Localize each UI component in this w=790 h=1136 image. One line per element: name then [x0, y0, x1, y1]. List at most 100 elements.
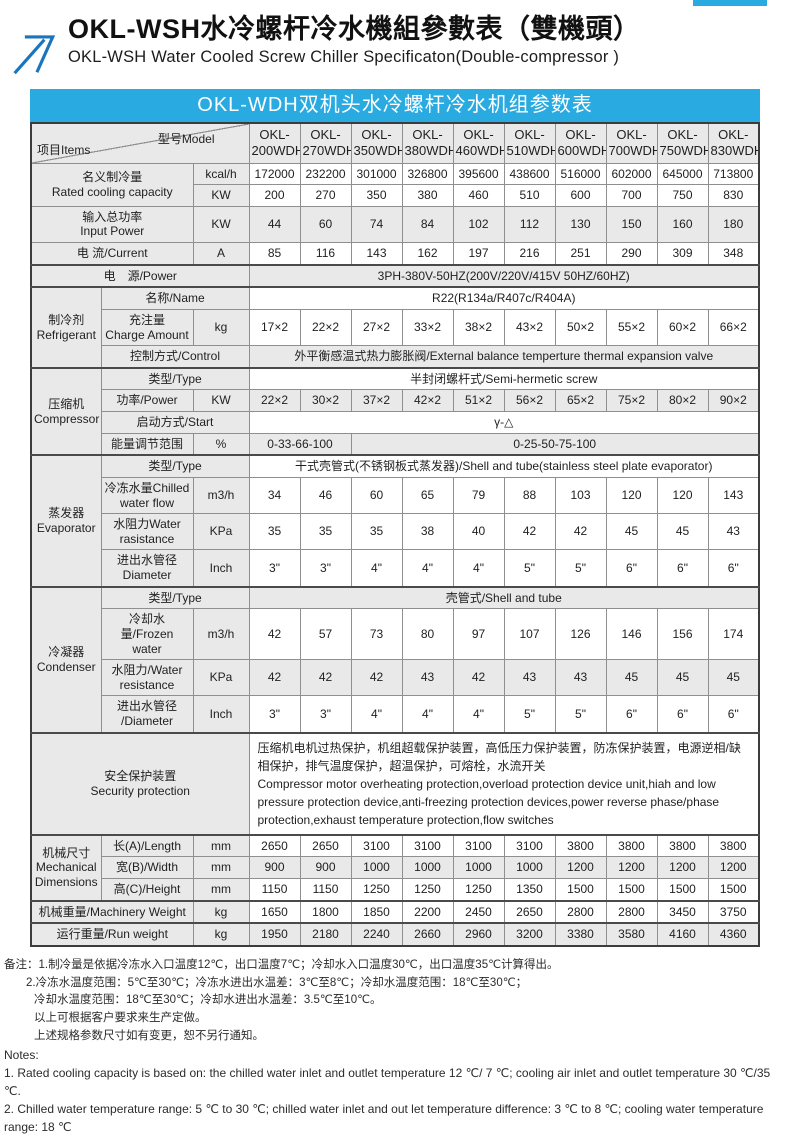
data-cell: 150 — [605, 205, 658, 244]
data-cell: 172000 — [248, 162, 301, 186]
data-cell: 46 — [299, 476, 352, 515]
data-cell: 5" — [503, 695, 556, 734]
data-cell: 4" — [350, 549, 403, 588]
data-cell: 4" — [452, 695, 505, 734]
unit-cell: % — [192, 432, 250, 456]
merged-value-cell: 0-33-66-100 — [248, 432, 352, 456]
data-cell: 22×2 — [248, 389, 301, 412]
items-model-corner-cell: 项目Items 型号Model — [30, 122, 250, 164]
data-cell: 1200 — [707, 856, 760, 879]
data-cell: 34 — [248, 476, 301, 515]
data-cell: 1000 — [350, 856, 403, 879]
data-cell: 102 — [452, 205, 505, 244]
data-cell: 900 — [299, 856, 352, 879]
data-cell: 438600 — [503, 162, 556, 186]
data-cell: 1500 — [554, 877, 607, 902]
current-row: 电 流/Current A 85 116 143 162 197 216 251 290 309 34… — [30, 241, 760, 266]
power-supply-row: 电 源/Power 3PH-380V-50HZ(200V/220V/415V 50… — [30, 263, 760, 288]
data-cell: 60 — [350, 476, 403, 515]
row-label-cell: 充注量 Charge Amount — [100, 308, 194, 347]
data-cell: 35 — [350, 513, 403, 551]
data-cell: 80×2 — [656, 389, 709, 412]
data-cell: 84 — [401, 205, 454, 244]
unit-cell: mm — [192, 833, 250, 858]
data-cell: 251 — [554, 241, 607, 266]
unit-cell: mm — [192, 877, 250, 902]
data-cell: 3450 — [656, 899, 709, 924]
model-header-cell: OKL- 200WDH — [248, 122, 301, 164]
data-cell: 301000 — [350, 162, 403, 186]
data-cell: 51×2 — [452, 389, 505, 412]
row-label-cell: 安全保护装置 Security protection — [30, 731, 250, 836]
unit-cell: KPa — [192, 659, 250, 697]
data-cell: 3380 — [554, 922, 607, 947]
compressor-power-row: 功率/Power KW 22×2 30×2 37×2 42×2 51×2 56×2 65×2 75… — [31, 389, 760, 412]
data-cell: 88 — [503, 476, 556, 515]
row-label-cell: 电 流/Current — [30, 241, 194, 266]
data-cell: 900 — [248, 856, 301, 879]
data-cell: 200 — [248, 184, 301, 207]
data-cell: 120 — [656, 476, 709, 515]
model-header-cell: OKL- 700WDH — [605, 122, 658, 164]
group-label-cell: 冷凝器 Condenser — [30, 585, 102, 734]
model-header-cell: OKL- 380WDH — [401, 122, 454, 164]
row-label-cell: 冷却水量/Frozen water — [100, 608, 194, 661]
data-cell: 3" — [248, 549, 301, 588]
data-cell: 107 — [503, 608, 556, 661]
data-cell: 197 — [452, 241, 505, 266]
row-label-cell: 运行重量/Run weight — [30, 922, 194, 947]
unit-cell: mm — [192, 856, 250, 879]
data-cell: 38 — [401, 513, 454, 551]
data-cell: 57 — [299, 608, 352, 661]
compressor-type-row: 压缩机 Compressor 类型/Type 半封闭螺杆式/Semi-hermeti… — [30, 366, 760, 456]
data-cell: 42 — [452, 659, 505, 697]
data-cell: 516000 — [554, 162, 607, 186]
data-cell: 80 — [401, 608, 454, 661]
data-cell: 460 — [452, 184, 505, 207]
row-label-cell: 高(C)/Height — [100, 877, 194, 902]
data-cell: 156 — [656, 608, 709, 661]
model-header-cell: OKL- 460WDH — [452, 122, 505, 164]
evaporator-type-row: 蒸发器 Evaporator 类型/Type 干式壳管式(不锈钢板式蒸发器)/She… — [30, 454, 760, 588]
data-cell: 326800 — [401, 162, 454, 186]
data-cell: 3" — [299, 695, 352, 734]
merged-value-cell: 半封闭螺杆式/Semi-hermetic screw — [248, 366, 760, 391]
cooling-water-flow-row: 冷却水量/Frozen water m3/h 42 57 73 80 97 107 126 146… — [31, 608, 760, 661]
data-cell: 44 — [248, 205, 301, 244]
row-label-cell: 进出水管径 Diameter — [100, 549, 194, 588]
rated-capacity-kcal-row: 名义制冷量 Rated cooling capacity kcal/h 172000… — [30, 162, 760, 207]
data-cell: 60×2 — [656, 308, 709, 347]
row-label-cell: 水阻力/Water resistance — [100, 659, 194, 697]
unit-cell: m3/h — [192, 476, 250, 515]
height-row: 高(C)/Height mm 1150 1150 1250 1250 1250 1350 150… — [31, 877, 760, 902]
data-cell: 3" — [299, 549, 352, 588]
data-cell: 146 — [605, 608, 658, 661]
data-cell: 645000 — [656, 162, 709, 186]
data-cell: 395600 — [452, 162, 505, 186]
input-power-row: 输入总功率 Input Power KW 44 60 74 84 102 112 130 150 1… — [30, 205, 760, 244]
data-cell: 126 — [554, 608, 607, 661]
merged-value-cell: γ-△ — [248, 411, 760, 434]
data-cell: 1000 — [452, 856, 505, 879]
data-cell: 270 — [299, 184, 352, 207]
title-block: OKL-WSH水冷螺杆冷水機組參數表（雙機頭） OKL-WSH Water Co… — [62, 14, 640, 67]
data-cell: 2180 — [299, 922, 352, 947]
table-banner: OKL-WDH双机头水冷螺杆冷水机组参数表 — [30, 89, 760, 122]
data-cell: 232200 — [299, 162, 352, 186]
note-zh-line: 2.冷冻水温度范围：5℃至30℃；冷冻水进出水温差：3℃至8℃；冷却水温度范围：… — [26, 976, 528, 989]
model-header-cell: OKL- 270WDH — [299, 122, 352, 164]
data-cell: 1500 — [656, 877, 709, 902]
data-cell: 42 — [503, 513, 556, 551]
data-cell: 380 — [401, 184, 454, 207]
data-cell: 1000 — [503, 856, 556, 879]
row-label-cell: 进出水管径 /Diameter — [100, 695, 194, 734]
group-label-cell: 机械尺寸 Mechanical Dimensions — [30, 833, 102, 901]
data-cell: 3" — [248, 695, 301, 734]
data-cell: 6" — [605, 549, 658, 588]
data-cell: 3200 — [503, 922, 556, 947]
data-cell: 79 — [452, 476, 505, 515]
run-weight-row: 运行重量/Run weight kg 1950 2180 2240 2660 2960 320… — [30, 922, 760, 947]
data-cell: 35 — [299, 513, 352, 551]
data-cell: 750 — [656, 184, 709, 207]
machinery-weight-row: 机械重量/Machinery Weight kg 1650 1800 1850 2200 2… — [30, 899, 760, 924]
